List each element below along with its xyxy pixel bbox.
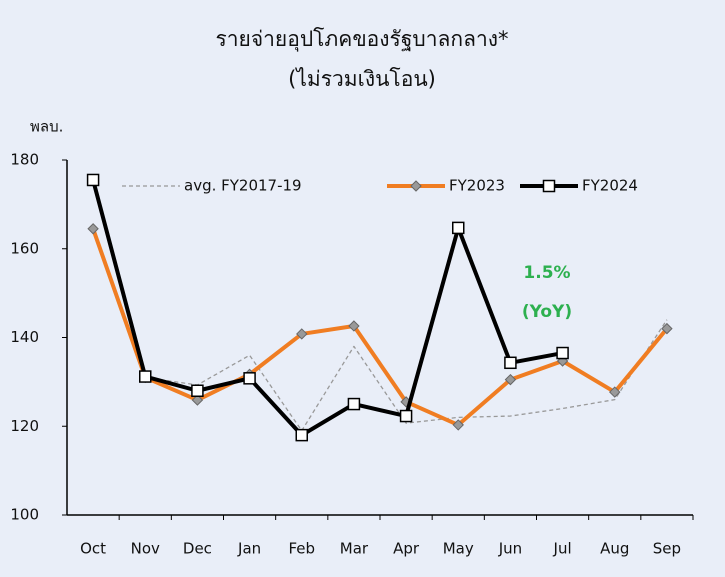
marker [410,180,422,192]
marker [295,428,308,442]
y-axis-label: พลบ. [30,118,63,136]
x-tick-label: Nov [131,540,160,558]
series-line [92,226,668,432]
x-tick-label: Jun [498,540,522,558]
x-tick-label: Oct [80,540,106,558]
legend-label: FY2023 [449,177,505,195]
annotation: 1.5% [523,263,570,283]
marker [504,356,517,370]
marker [139,370,152,383]
x-tick-label: Dec [183,540,212,558]
y-tick-label: 120 [10,417,39,435]
chart-title: รายจ่ายอุปโภคของรัฐบาลกลาง* [215,27,508,52]
annotation: (YoY) [522,302,572,322]
y-tick-label: 100 [10,506,39,524]
marker [296,328,308,340]
x-tick-label: Jan [237,540,261,558]
marker [452,221,465,235]
marker [556,346,569,360]
marker [191,394,204,406]
marker [348,320,360,332]
legend-label: avg. FY2017-19 [184,177,302,195]
x-tick-label: Sep [653,540,681,558]
marker [661,322,673,335]
marker [86,173,100,187]
series-line [91,179,563,438]
marker [609,386,621,398]
x-tick-label: Mar [340,540,369,558]
marker [243,372,256,385]
marker [504,373,517,386]
legend-label: FY2024 [582,177,638,195]
marker [452,419,464,431]
marker [542,179,556,193]
x-tick-label: Apr [393,540,420,558]
marker [191,384,204,397]
y-tick-label: 140 [10,328,39,346]
x-tick-label: Feb [288,540,315,558]
y-tick-label: 180 [10,151,39,169]
series-line [91,228,669,427]
chart-subtitle: (ไม่รวมเงินโอน) [288,67,436,91]
marker [399,409,413,423]
y-tick-label: 160 [10,239,39,257]
x-tick-label: May [443,540,474,558]
marker [347,397,361,411]
marker [87,223,99,235]
x-tick-label: Jul [553,540,572,558]
x-tick-label: Aug [600,540,629,558]
